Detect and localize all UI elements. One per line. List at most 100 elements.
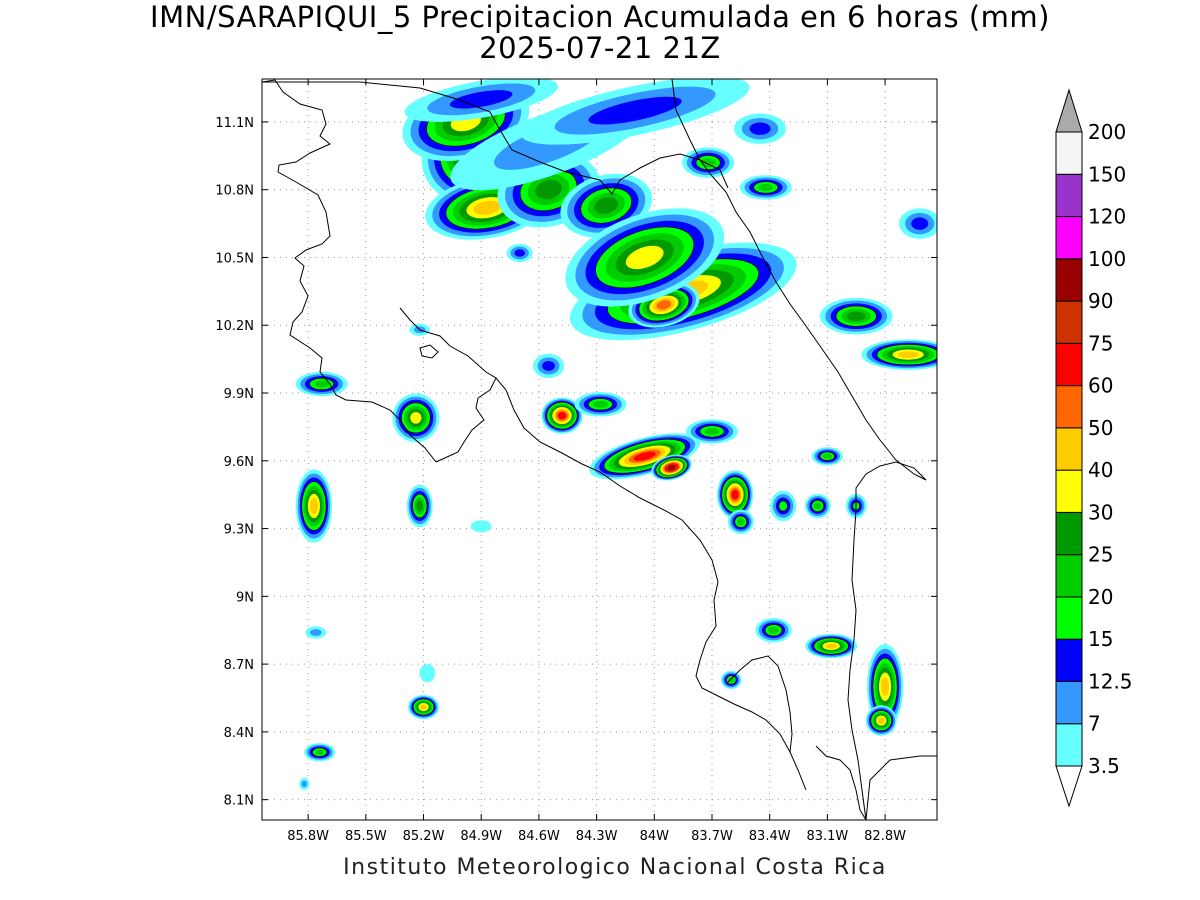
map-title: IMN/SARAPIQUI_5 Precipitacion Acumulada … <box>0 2 1200 64</box>
precip-contour <box>592 400 608 408</box>
precip-cell <box>419 664 436 683</box>
precip-contour <box>588 96 682 125</box>
precip-contour <box>314 380 330 388</box>
lat-tick-label: 9N <box>236 590 254 605</box>
precip-contour <box>911 217 929 230</box>
colorbar-swatch <box>1055 300 1083 344</box>
precip-contour <box>557 411 567 420</box>
precip-cell <box>804 493 831 519</box>
colorbar-label: 7 <box>1088 712 1101 736</box>
precip-contour <box>410 412 422 424</box>
precip-contour <box>633 451 656 461</box>
colorbar-swatch <box>1055 723 1083 767</box>
colorbar-label: 15 <box>1088 627 1113 651</box>
precip-cell <box>720 670 742 690</box>
colorbar: 3.5 7 12.5 15 20 25 30 40 50 60 75 90 100 120 150 200 <box>1055 88 1133 808</box>
precip-contour <box>470 520 492 533</box>
precip-cell <box>295 469 333 543</box>
precip-cell <box>865 705 897 736</box>
map-frame <box>261 78 938 821</box>
axis-ticks: 85.8W 85.5W 85.2W 84.9W 84.6W 84.3W 84W 83.7W 83… <box>215 79 937 844</box>
lat-tick-label: 10.8N <box>215 184 254 199</box>
colorbar-label: 100 <box>1088 247 1126 271</box>
precip-cell <box>305 626 327 639</box>
precip-cell <box>861 339 937 370</box>
colorbar-swatch <box>1055 511 1083 556</box>
colorbar-label: 12.5 <box>1088 669 1133 693</box>
colorbar-swatch <box>1055 131 1083 175</box>
precip-cell <box>299 777 310 790</box>
precip-contour <box>594 197 619 214</box>
lat-tick-label: 10.5N <box>215 251 254 266</box>
precip-cell <box>565 208 725 307</box>
colorbar-low-arrow <box>1055 765 1083 808</box>
precip-contour <box>449 90 513 109</box>
precip-contour <box>667 464 676 471</box>
precip-cell <box>805 633 858 659</box>
precip-cell <box>734 113 787 144</box>
precip-cell <box>541 397 583 434</box>
precip-cell <box>304 743 336 762</box>
precip-cell <box>682 147 735 178</box>
colorbar-swatch <box>1055 427 1083 471</box>
precip-cell <box>686 419 738 444</box>
lon-tick-label: 83.1W <box>806 829 848 844</box>
precip-contour <box>416 500 424 512</box>
colorbar-label: 200 <box>1088 120 1126 144</box>
lon-tick-label: 83.4W <box>749 829 791 844</box>
colorbar-label: 60 <box>1088 374 1113 398</box>
pacific-coast-central <box>495 377 807 791</box>
precip-cell <box>392 393 440 443</box>
precip-cell <box>651 454 692 481</box>
colorbar-swatch <box>1055 385 1083 429</box>
precip-contour <box>309 497 318 515</box>
precip-cell <box>406 484 433 528</box>
lon-tick-label: 84.6W <box>518 829 560 844</box>
lat-tick-label: 8.4N <box>224 726 254 741</box>
lon-tick-label: 84.3W <box>576 829 618 844</box>
lat-tick-label: 9.3N <box>224 523 254 538</box>
colorbar-swatch <box>1055 342 1083 387</box>
precip-cell <box>727 509 754 534</box>
precip-cell <box>532 353 565 379</box>
lon-tick-label: 85.2W <box>403 829 445 844</box>
lon-tick-label: 84W <box>640 829 670 844</box>
precip-contour <box>731 489 739 500</box>
precip-cell <box>739 175 792 200</box>
lon-tick-label: 85.5W <box>345 829 387 844</box>
colorbar-swatch <box>1055 680 1083 725</box>
colorbar-swatch <box>1055 596 1083 640</box>
lat-tick-label: 8.7N <box>224 658 254 673</box>
lat-tick-label: 9.9N <box>224 387 254 402</box>
precip-contour <box>625 245 664 270</box>
precip-cell <box>770 490 797 522</box>
colorbar-swatch <box>1055 173 1083 218</box>
colorbar-swatch <box>1055 258 1083 302</box>
precip-cell <box>898 208 937 239</box>
precip-contour <box>881 677 890 697</box>
nicoya-gulf <box>399 307 497 463</box>
title-line-1: IMN/SARAPIQUI_5 Precipitacion Acumulada … <box>150 0 1050 34</box>
precip-cell <box>295 371 348 397</box>
colorbar-swatch <box>1055 216 1083 260</box>
colorbar-label: 75 <box>1088 331 1113 355</box>
precip-contour <box>897 351 919 359</box>
colorbar-swatch <box>1055 638 1083 682</box>
colorbar-label: 150 <box>1088 162 1126 186</box>
coastlines-and-borders <box>262 79 937 820</box>
lon-tick-label: 84.9W <box>460 829 502 844</box>
pacific-coast-north <box>262 79 437 463</box>
colorbar-swatch <box>1055 469 1083 513</box>
colorbar-label: 90 <box>1088 289 1113 313</box>
precip-contour <box>814 502 822 510</box>
precip-contour <box>778 500 788 512</box>
precip-contour <box>728 677 735 683</box>
caribbean-coast <box>671 79 927 481</box>
precip-cell <box>407 694 440 720</box>
precip-contour <box>825 643 837 649</box>
nicaragua-border <box>262 81 729 195</box>
title-line-2: 2025-07-21 21Z <box>479 31 721 65</box>
precip-contour <box>419 664 436 683</box>
precip-contour <box>768 626 779 634</box>
colorbar-label: 25 <box>1088 543 1113 567</box>
